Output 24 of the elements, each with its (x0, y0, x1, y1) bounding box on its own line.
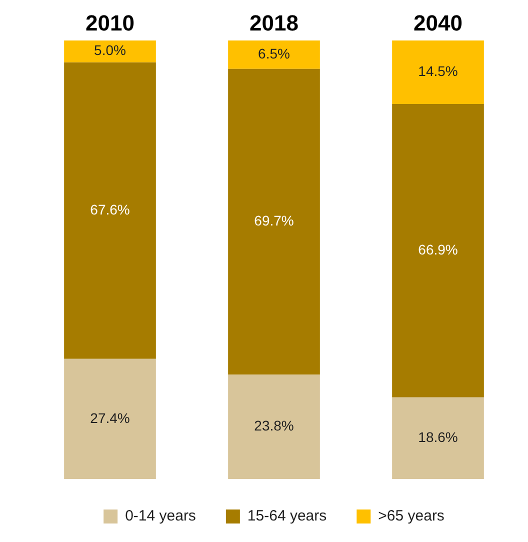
data-label: 23.8% (254, 418, 294, 434)
x-tick-label: 2010 (86, 10, 134, 36)
data-label: 69.7% (254, 212, 294, 229)
bar (228, 68, 320, 375)
data-label: 67.6% (90, 201, 130, 218)
legend-label: >65 years (378, 508, 444, 525)
data-label: 66.9% (418, 242, 458, 258)
data-label: 5.0% (94, 42, 126, 58)
data-label: 18.6% (418, 429, 458, 446)
bar (228, 40, 320, 69)
data-label: 6.5% (258, 46, 290, 62)
x-tick-label: 2018 (250, 10, 298, 36)
legend-label: 15-64 years (247, 508, 327, 525)
bar (64, 40, 156, 62)
bar (392, 104, 484, 398)
legend-label: 0-14 years (125, 508, 196, 525)
data-label: 14.5% (418, 63, 458, 80)
bar (392, 40, 484, 104)
bar (228, 374, 320, 479)
bar (64, 62, 156, 359)
x-tick-label: 2040 (414, 10, 462, 36)
bar (64, 358, 156, 479)
data-label: 27.4% (90, 410, 130, 426)
bar (392, 397, 484, 479)
